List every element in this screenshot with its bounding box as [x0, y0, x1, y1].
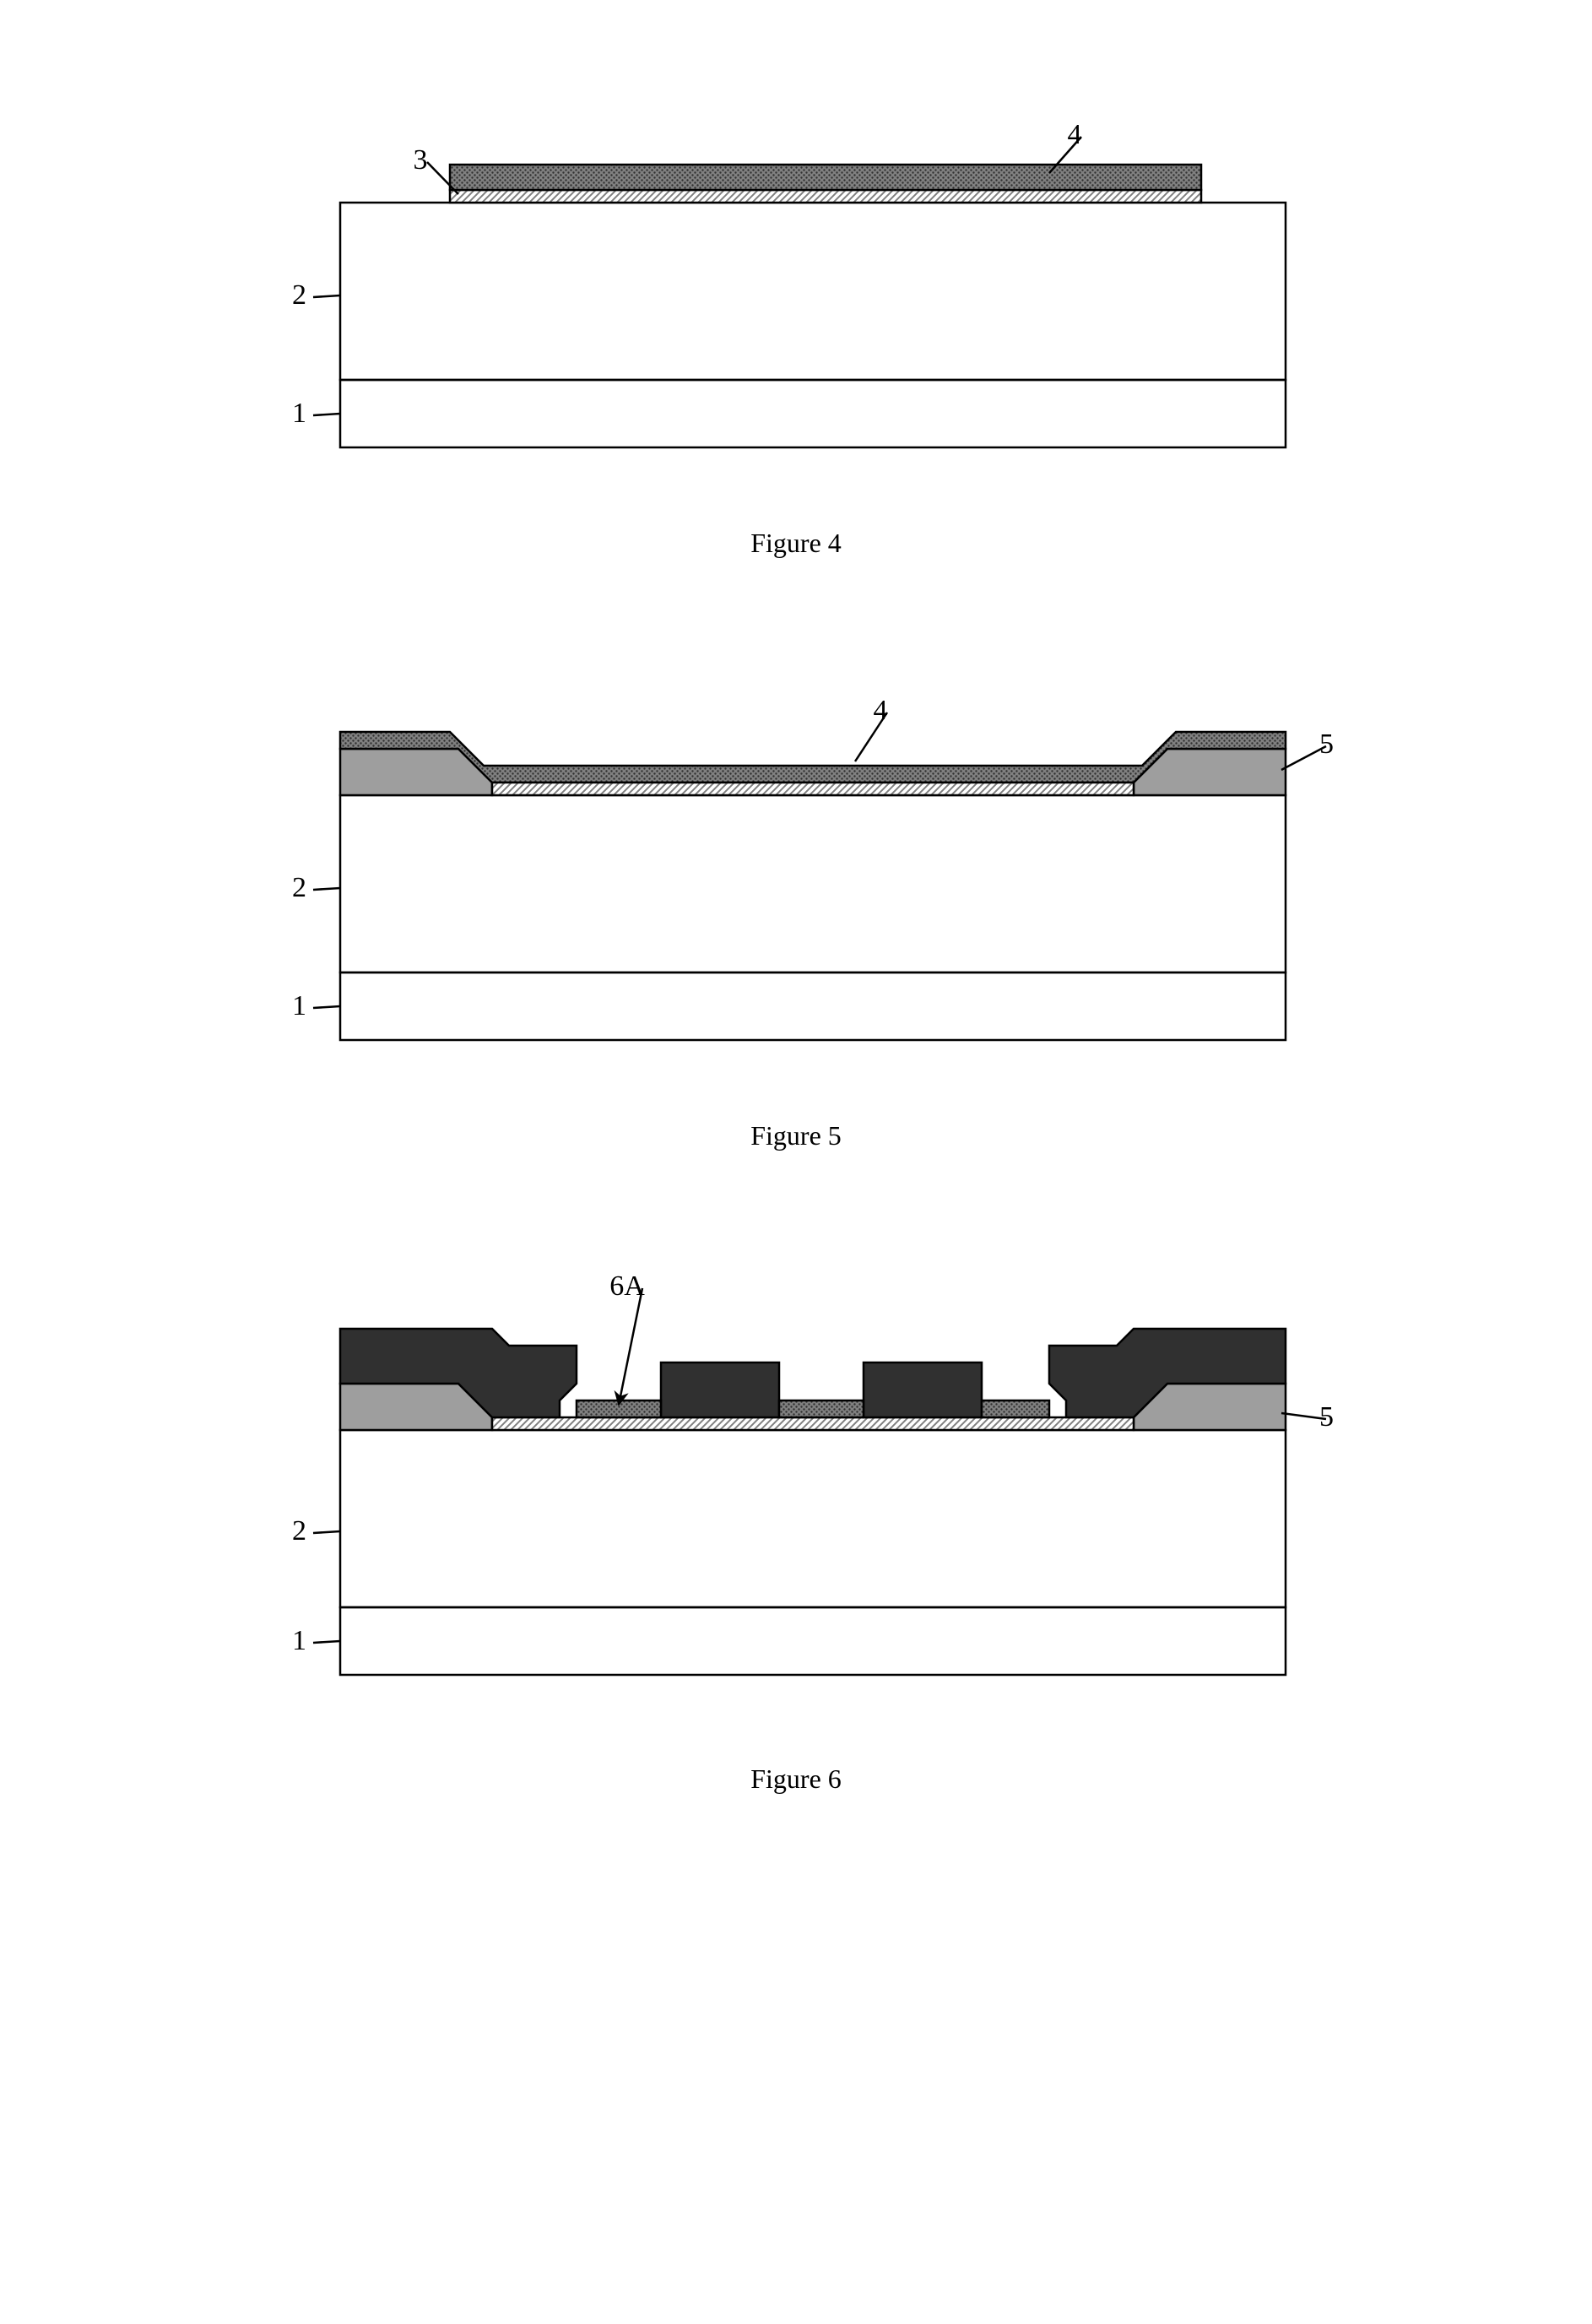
fig6-block: 1 2 6A 5 Figure 6	[51, 1236, 1541, 1795]
fig6-svg: 1 2 6A 5	[205, 1236, 1387, 1725]
fig4-svg: 1 2 3 4	[205, 68, 1387, 490]
layer-4	[450, 165, 1201, 190]
fig5-svg: 1 2 4 5	[205, 643, 1387, 1082]
fig5-caption: Figure 5	[750, 1120, 842, 1151]
label-6A: 6A	[609, 1270, 645, 1302]
leader-2	[313, 295, 340, 297]
leader-2	[313, 1531, 340, 1533]
fig5-block: 1 2 4 5 Figure 5	[51, 643, 1541, 1151]
label-4: 4	[874, 695, 888, 726]
dark-mid2	[864, 1362, 982, 1417]
layer-2	[340, 1430, 1286, 1607]
label-5: 5	[1319, 729, 1334, 760]
label-2: 2	[292, 279, 306, 311]
label-1: 1	[292, 1625, 306, 1656]
leader-6A	[619, 1288, 642, 1405]
leader-1	[313, 1641, 340, 1643]
fig4-caption: Figure 4	[750, 528, 842, 559]
fig6-caption: Figure 6	[750, 1763, 842, 1795]
leader-2	[313, 888, 340, 890]
label-1: 1	[292, 398, 306, 429]
fig4-block: 1 2 3 4 Figure 4	[51, 68, 1541, 559]
label-2: 2	[292, 1515, 306, 1547]
label-1: 1	[292, 990, 306, 1021]
layer-2	[340, 203, 1286, 380]
dark-mid1	[661, 1362, 779, 1417]
label-2: 2	[292, 872, 306, 903]
layer-1	[340, 972, 1286, 1040]
dots-fill-2	[779, 1400, 864, 1417]
leader-1	[313, 414, 340, 415]
label-3: 3	[414, 144, 428, 176]
hatch-band	[492, 1417, 1134, 1430]
layer-1	[340, 1607, 1286, 1675]
layer-3	[450, 190, 1201, 203]
label-4: 4	[1068, 119, 1082, 150]
label-5: 5	[1319, 1401, 1334, 1433]
hatch-band	[492, 783, 1134, 795]
dots-fill-3	[982, 1400, 1049, 1417]
layer-1	[340, 380, 1286, 447]
layer-2	[340, 795, 1286, 972]
leader-1	[313, 1006, 340, 1008]
